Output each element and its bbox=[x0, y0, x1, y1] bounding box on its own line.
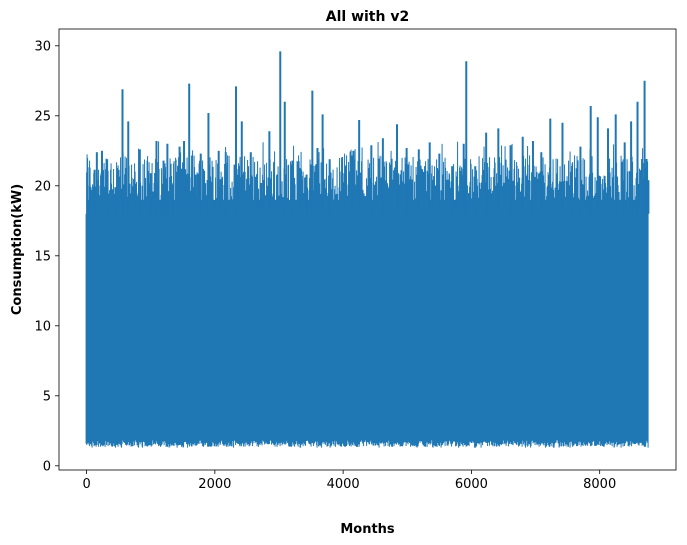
plot-area: 0 2000 4000 6000 8000 0 5 10 15 20 25 30 bbox=[34, 28, 677, 492]
x-tick-label: 6000 bbox=[455, 477, 488, 492]
y-tick-label: 25 bbox=[34, 109, 51, 124]
y-tick-label: 10 bbox=[34, 319, 51, 334]
x-tick-label: 0 bbox=[82, 477, 90, 492]
y-axis-label: Consumption(kW) bbox=[10, 184, 25, 315]
y-axis-ticks: 0 5 10 15 20 25 30 bbox=[34, 39, 59, 474]
x-tick-label: 2000 bbox=[198, 477, 231, 492]
y-tick-label: 30 bbox=[34, 39, 51, 54]
y-tick-label: 5 bbox=[43, 389, 51, 404]
x-axis-label: Months bbox=[340, 522, 395, 537]
chart-title: All with v2 bbox=[326, 9, 409, 25]
y-tick-label: 15 bbox=[34, 249, 51, 264]
series-line bbox=[86, 141, 649, 448]
x-tick-label: 8000 bbox=[583, 477, 616, 492]
series-group bbox=[85, 51, 650, 448]
y-tick-label: 0 bbox=[43, 459, 51, 474]
y-tick-label: 20 bbox=[34, 179, 51, 194]
x-axis-ticks: 0 2000 4000 6000 8000 bbox=[82, 470, 616, 492]
plot-frame bbox=[58, 28, 677, 471]
x-tick-label: 4000 bbox=[327, 477, 360, 492]
